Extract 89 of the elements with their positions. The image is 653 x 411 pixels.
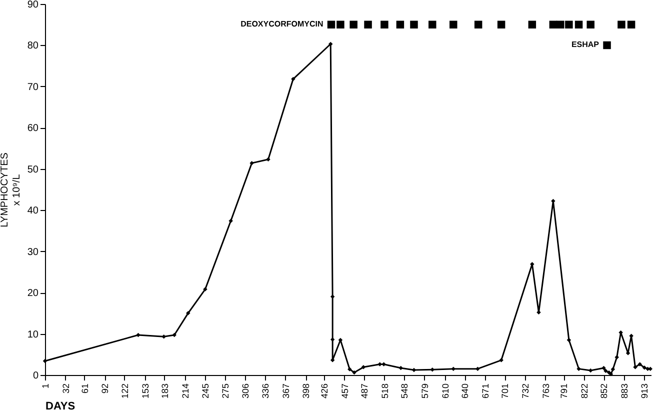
x-tick-label: 518 <box>380 384 390 399</box>
point <box>364 20 372 28</box>
x-tick-label: 306 <box>240 384 251 399</box>
point <box>638 362 642 366</box>
point <box>336 20 344 28</box>
x-tick-label: 1 <box>40 384 50 389</box>
point <box>476 366 480 371</box>
y-tick-label: 0 <box>32 370 39 382</box>
point <box>603 41 611 50</box>
point <box>162 334 166 339</box>
point <box>565 20 573 28</box>
point <box>330 294 335 299</box>
x-tick-label: 883 <box>620 384 630 399</box>
point <box>614 355 619 360</box>
y-tick-label: 20 <box>27 288 39 300</box>
point <box>576 366 581 371</box>
point <box>410 20 418 28</box>
point <box>186 311 190 316</box>
point <box>499 358 504 362</box>
point <box>586 20 594 28</box>
point <box>629 334 634 338</box>
x-tick-label: 457 <box>340 384 350 399</box>
x-tick-label: 153 <box>140 384 150 399</box>
x-tick-label: 61 <box>80 384 90 394</box>
x-tick-label: 791 <box>559 384 570 399</box>
x-tick-label: 92 <box>100 384 110 394</box>
point <box>203 287 208 292</box>
point <box>627 20 636 28</box>
x-tick-label: 852 <box>599 384 610 399</box>
point <box>330 337 335 342</box>
y-tick-label: 70 <box>27 82 39 93</box>
point <box>327 20 336 28</box>
point <box>633 365 638 370</box>
x-tick-label: 701 <box>500 384 510 399</box>
point <box>450 20 458 28</box>
point <box>378 362 382 366</box>
y-tick-label: 30 <box>27 246 39 258</box>
series-label: ESHAP <box>571 40 600 50</box>
point <box>642 365 647 370</box>
x-tick-label: 32 <box>60 384 71 394</box>
point <box>428 20 436 28</box>
x-tick-label: 913 <box>639 384 650 399</box>
point <box>361 365 366 370</box>
point <box>42 358 48 364</box>
x-tick-label: 732 <box>520 384 530 399</box>
point <box>474 20 482 28</box>
y-tick-label: 10 <box>27 329 39 340</box>
point <box>228 218 233 223</box>
point <box>350 20 358 28</box>
x-tick-label: 214 <box>180 384 190 399</box>
point <box>328 42 333 46</box>
x-axis-title: DAYS <box>46 400 76 411</box>
point <box>330 358 335 362</box>
y-tick-label: 90 <box>27 0 39 10</box>
x-tick-label: 610 <box>440 384 450 399</box>
x-tick-label: 245 <box>200 384 211 399</box>
point <box>430 368 434 372</box>
y-tick-label: 40 <box>27 206 39 217</box>
point <box>497 20 506 28</box>
series-label: DEOXYCORFOMYCIN <box>240 20 324 29</box>
y-tick-label: 50 <box>27 164 39 176</box>
x-tick-label: 367 <box>280 384 291 399</box>
point <box>556 20 564 28</box>
point <box>549 20 558 28</box>
x-tick-label: 487 <box>360 384 370 399</box>
point <box>396 20 404 28</box>
x-tick-label: 336 <box>260 384 270 399</box>
point <box>451 366 456 371</box>
point <box>574 20 583 28</box>
x-tick-label: 822 <box>580 384 590 399</box>
point <box>250 160 254 166</box>
x-tick-label: 275 <box>220 384 230 399</box>
point <box>380 20 388 28</box>
y-tick-label: 80 <box>27 40 39 52</box>
x-tick-label: 548 <box>400 384 410 399</box>
x-tick-label: 426 <box>320 384 330 399</box>
y-axis-title: LYMPHOCYTES x 10⁹/L <box>0 152 22 228</box>
x-tick-label: 671 <box>480 384 490 399</box>
point <box>604 368 608 373</box>
x-tick-label: 579 <box>420 384 430 399</box>
point <box>528 20 536 28</box>
x-tick-label: 398 <box>301 384 312 399</box>
point <box>348 367 352 372</box>
x-tick-label: 763 <box>540 384 551 399</box>
y-tick-label: 60 <box>27 123 39 134</box>
x-tick-label: 640 <box>460 384 470 399</box>
point <box>618 20 626 28</box>
x-tick-label: 122 <box>120 384 130 399</box>
x-tick-label: 183 <box>160 384 170 399</box>
